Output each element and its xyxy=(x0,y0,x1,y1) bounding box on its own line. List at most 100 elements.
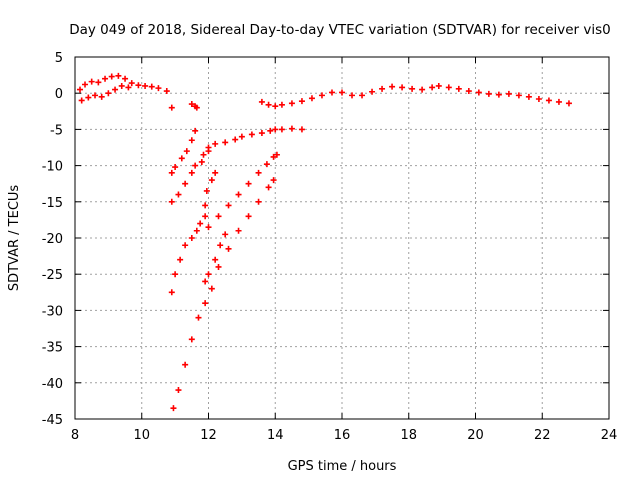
data-point xyxy=(177,256,184,263)
data-point xyxy=(188,101,195,108)
data-point xyxy=(188,336,195,343)
data-point xyxy=(175,387,182,394)
y-tick-label: -20 xyxy=(42,232,63,247)
y-tick-labels: 5 0 -5 -10 -15 -20 -25 -30 -35 -40 -45 xyxy=(42,51,63,428)
y-tick-label: -25 xyxy=(42,268,63,283)
y-tick-label: -40 xyxy=(42,377,63,392)
data-point xyxy=(379,85,386,92)
data-point xyxy=(212,140,219,147)
data-point xyxy=(222,139,229,146)
data-point xyxy=(445,84,452,91)
series-trace-c xyxy=(168,213,209,296)
data-point xyxy=(88,78,95,85)
data-point xyxy=(135,82,142,89)
series-trace-f xyxy=(202,231,229,285)
x-tick-label: 8 xyxy=(71,428,79,443)
x-tick-label: 16 xyxy=(334,428,351,443)
data-point xyxy=(205,271,212,278)
data-point xyxy=(182,242,189,249)
series-early-dip xyxy=(78,82,132,104)
x-tick-label: 12 xyxy=(200,428,217,443)
data-point xyxy=(272,126,279,133)
data-point xyxy=(485,90,492,97)
data-point xyxy=(263,161,270,168)
data-point xyxy=(399,84,406,91)
data-point xyxy=(168,169,175,176)
data-point xyxy=(115,72,122,79)
data-point xyxy=(172,271,179,278)
data-point xyxy=(78,97,85,104)
data-point xyxy=(112,86,119,93)
data-point xyxy=(188,137,195,144)
data-point xyxy=(535,95,542,102)
data-point xyxy=(118,82,125,89)
y-tick-label: -35 xyxy=(42,341,63,356)
series-trace-upper xyxy=(205,125,305,151)
data-point xyxy=(255,198,262,205)
data-point xyxy=(369,88,376,95)
data-point xyxy=(339,89,345,96)
series-trace-d xyxy=(202,169,219,209)
data-point xyxy=(155,85,162,92)
data-point xyxy=(545,97,552,104)
series-trace-b xyxy=(168,127,199,176)
data-point xyxy=(255,169,262,176)
data-point xyxy=(225,245,232,252)
x-tick-label: 14 xyxy=(267,428,284,443)
series-trace-a xyxy=(168,162,199,205)
data-point xyxy=(455,85,462,92)
data-point xyxy=(203,187,210,194)
data-point xyxy=(217,242,224,249)
y-tick-label: -10 xyxy=(42,160,63,175)
data-point xyxy=(198,158,205,165)
series-trace-h xyxy=(170,177,277,412)
data-point xyxy=(188,235,195,241)
series-main-band xyxy=(77,72,170,95)
data-point xyxy=(318,92,325,99)
data-point xyxy=(435,82,442,89)
data-point xyxy=(193,227,200,234)
x-tick-label: 22 xyxy=(534,428,551,443)
data-point xyxy=(168,289,175,296)
x-tick-label: 24 xyxy=(601,428,618,443)
x-tick-labels: 8 10 12 14 16 18 20 22 24 xyxy=(71,428,617,443)
y-tick-label: -5 xyxy=(50,123,63,138)
data-point xyxy=(178,155,185,162)
data-point xyxy=(168,198,175,205)
data-point xyxy=(195,314,202,321)
data-point xyxy=(359,92,366,99)
data-point xyxy=(265,184,272,191)
data-point xyxy=(565,100,572,107)
series-trace-g xyxy=(205,151,280,231)
data-point xyxy=(98,93,105,100)
data-point xyxy=(245,180,252,187)
data-point xyxy=(222,231,229,238)
data-point xyxy=(202,278,209,285)
data-point xyxy=(308,95,315,102)
y-tick-label: -30 xyxy=(42,304,63,319)
data-point xyxy=(215,213,222,220)
y-tick-label: -15 xyxy=(42,196,63,211)
data-point xyxy=(82,81,89,88)
data-point xyxy=(215,263,222,270)
y-tick-label: -45 xyxy=(42,413,63,428)
data-point xyxy=(200,151,207,158)
series-trace-e xyxy=(198,148,212,165)
data-point xyxy=(409,85,416,92)
data-point xyxy=(272,103,279,110)
data-point xyxy=(168,104,175,111)
data-point xyxy=(205,148,212,155)
data-point xyxy=(202,300,209,307)
data-point xyxy=(77,86,84,93)
y-tick-label: 0 xyxy=(55,87,63,102)
data-point xyxy=(245,213,252,220)
series-isolated xyxy=(168,101,200,111)
axis-ticks xyxy=(74,56,610,420)
data-point xyxy=(232,136,239,143)
data-point xyxy=(208,285,215,292)
data-point xyxy=(389,83,396,90)
data-point xyxy=(193,104,200,111)
data-point xyxy=(175,191,182,198)
data-point xyxy=(465,88,472,95)
data-point xyxy=(258,98,265,105)
